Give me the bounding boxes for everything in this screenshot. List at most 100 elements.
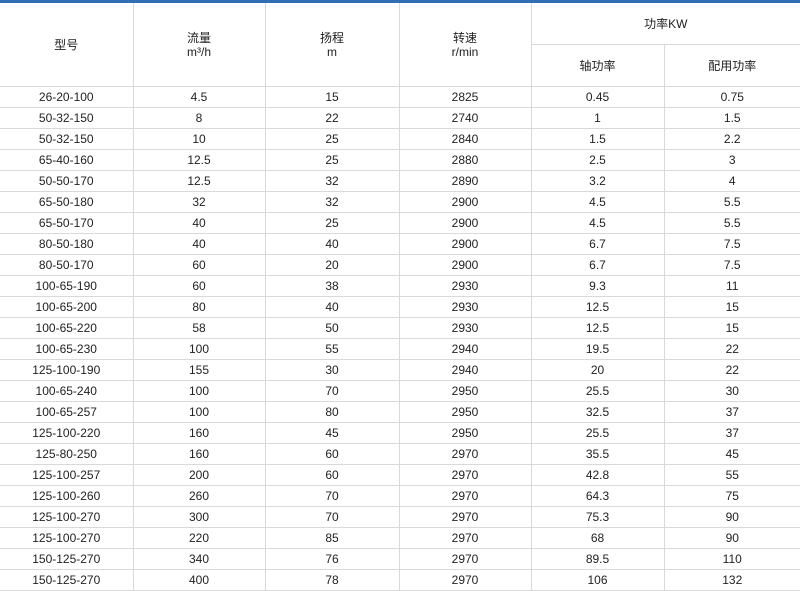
cell-speed: 2900 <box>398 212 532 234</box>
cell-flow: 12.5 <box>132 170 266 192</box>
cell-flow: 32 <box>132 191 266 213</box>
cell-speed: 2840 <box>398 128 532 150</box>
cell-head: 30 <box>264 359 400 381</box>
cell-model: 125-80-250 <box>0 443 134 465</box>
cell-motor-power: 7.5 <box>663 233 800 255</box>
cell-shaft-power: 68 <box>530 527 665 549</box>
cell-model: 100-65-200 <box>0 296 134 318</box>
table-row: 125-100-220 160 45 2950 25.5 37 <box>0 422 800 444</box>
cell-motor-power: 5.5 <box>663 212 800 234</box>
cell-shaft-power: 35.5 <box>530 443 665 465</box>
header-motor-power: 配用功率 <box>663 44 800 87</box>
cell-shaft-power: 4.5 <box>530 191 665 213</box>
header-model-label: 型号 <box>54 37 79 52</box>
table-row: 125-100-190 155 30 2940 20 22 <box>0 359 800 381</box>
cell-model: 50-50-170 <box>0 170 134 192</box>
header-speed: 转速 r/min <box>398 3 532 87</box>
cell-head: 50 <box>264 317 400 339</box>
cell-shaft-power: 25.5 <box>530 380 665 402</box>
cell-flow: 400 <box>132 569 266 591</box>
cell-flow: 100 <box>132 401 266 423</box>
cell-head: 32 <box>264 191 400 213</box>
cell-speed: 2970 <box>398 464 532 486</box>
cell-model: 125-100-220 <box>0 422 134 444</box>
cell-motor-power: 2.2 <box>663 128 800 150</box>
header-flow-label: 流量 <box>186 30 211 45</box>
table-body: 26-20-100 4.5 15 2825 0.45 0.75 50-32-150 8 22 27… <box>0 86 800 591</box>
cell-head: 55 <box>264 338 400 360</box>
cell-motor-power: 37 <box>663 401 800 423</box>
cell-head: 40 <box>264 233 400 255</box>
cell-shaft-power: 12.5 <box>530 296 665 318</box>
header-head-unit: m <box>327 44 337 59</box>
cell-speed: 2970 <box>398 569 532 591</box>
cell-motor-power: 22 <box>663 338 800 360</box>
cell-model: 65-50-180 <box>0 191 134 213</box>
cell-speed: 2825 <box>398 86 532 108</box>
cell-speed: 2950 <box>398 422 532 444</box>
table-row: 100-65-240 100 70 2950 25.5 30 <box>0 380 800 402</box>
cell-head: 25 <box>264 128 400 150</box>
cell-shaft-power: 42.8 <box>530 464 665 486</box>
cell-head: 25 <box>264 149 400 171</box>
cell-flow: 8 <box>132 107 266 129</box>
table-row: 150-125-270 400 78 2970 106 132 <box>0 569 800 591</box>
cell-model: 100-65-230 <box>0 338 134 360</box>
cell-speed: 2930 <box>398 275 532 297</box>
cell-head: 85 <box>264 527 400 549</box>
cell-head: 38 <box>264 275 400 297</box>
header-flow: 流量 m³/h <box>132 3 266 87</box>
cell-model: 100-65-220 <box>0 317 134 339</box>
table-row: 65-50-170 40 25 2900 4.5 5.5 <box>0 212 800 234</box>
cell-flow: 100 <box>132 380 266 402</box>
table-row: 26-20-100 4.5 15 2825 0.45 0.75 <box>0 86 800 108</box>
cell-speed: 2940 <box>398 359 532 381</box>
cell-model: 50-32-150 <box>0 128 134 150</box>
cell-motor-power: 7.5 <box>663 254 800 276</box>
cell-flow: 80 <box>132 296 266 318</box>
cell-shaft-power: 9.3 <box>530 275 665 297</box>
cell-motor-power: 45 <box>663 443 800 465</box>
cell-speed: 2890 <box>398 170 532 192</box>
table-row: 100-65-190 60 38 2930 9.3 11 <box>0 275 800 297</box>
header-speed-label: 转速 <box>452 30 477 45</box>
cell-flow: 12.5 <box>132 149 266 171</box>
cell-shaft-power: 20 <box>530 359 665 381</box>
cell-speed: 2740 <box>398 107 532 129</box>
cell-flow: 300 <box>132 506 266 528</box>
cell-model: 125-100-270 <box>0 527 134 549</box>
cell-motor-power: 75 <box>663 485 800 507</box>
cell-head: 70 <box>264 380 400 402</box>
pump-spec-table: 型号 流量 m³/h 扬程 m 转速 r/min 功率KW 轴功率 配用功率 26-2… <box>0 3 800 591</box>
cell-shaft-power: 2.5 <box>530 149 665 171</box>
cell-speed: 2970 <box>398 443 532 465</box>
cell-speed: 2930 <box>398 296 532 318</box>
cell-motor-power: 1.5 <box>663 107 800 129</box>
cell-motor-power: 30 <box>663 380 800 402</box>
cell-head: 70 <box>264 506 400 528</box>
table-row: 100-65-230 100 55 2940 19.5 22 <box>0 338 800 360</box>
cell-speed: 2900 <box>398 233 532 255</box>
table-row: 50-32-150 8 22 2740 1 1.5 <box>0 107 800 129</box>
cell-speed: 2900 <box>398 191 532 213</box>
cell-flow: 340 <box>132 548 266 570</box>
table-row: 150-125-270 340 76 2970 89.5 110 <box>0 548 800 570</box>
header-head-label: 扬程 <box>319 30 344 45</box>
cell-head: 15 <box>264 86 400 108</box>
cell-speed: 2970 <box>398 527 532 549</box>
cell-head: 60 <box>264 464 400 486</box>
cell-flow: 200 <box>132 464 266 486</box>
cell-shaft-power: 89.5 <box>530 548 665 570</box>
cell-speed: 2950 <box>398 380 532 402</box>
cell-motor-power: 90 <box>663 506 800 528</box>
cell-head: 78 <box>264 569 400 591</box>
header-subrow: 轴功率 配用功率 <box>0 44 800 87</box>
cell-flow: 40 <box>132 233 266 255</box>
cell-shaft-power: 19.5 <box>530 338 665 360</box>
cell-model: 26-20-100 <box>0 86 134 108</box>
cell-motor-power: 4 <box>663 170 800 192</box>
cell-shaft-power: 1 <box>530 107 665 129</box>
header-flow-unit: m³/h <box>187 44 211 59</box>
cell-motor-power: 55 <box>663 464 800 486</box>
